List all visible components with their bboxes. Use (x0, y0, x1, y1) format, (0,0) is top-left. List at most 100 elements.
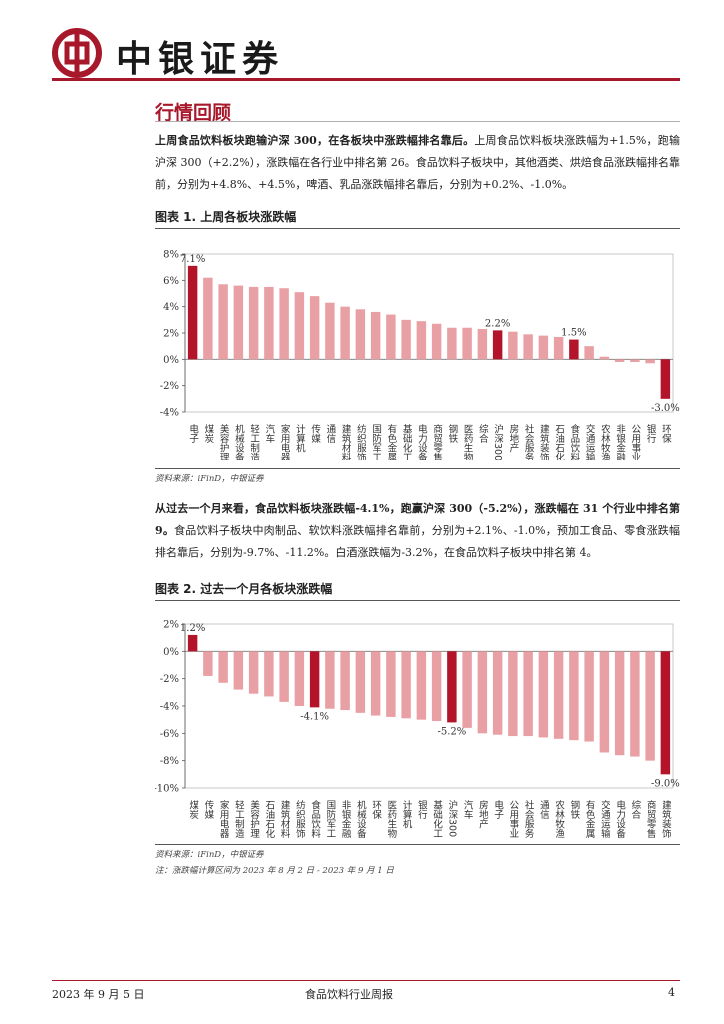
weekly-chart-category-label: 银行 (645, 423, 657, 444)
weekly-chart-category-label: 社会服务 (523, 423, 535, 460)
weekly-chart-category-label: 传媒 (309, 423, 321, 444)
section-title: 行情回顾 (155, 102, 232, 124)
weekly-chart-category-label: 非银金融 (614, 423, 626, 460)
monthly-chart-category-label: 电子 (492, 799, 504, 819)
monthly-chart-category-label: 食品饮料 (309, 799, 321, 839)
monthly-chart-category-label: 社会服务 (523, 799, 535, 839)
section-rule (155, 121, 680, 122)
weekly-chart-data-label: 7.1% (180, 254, 205, 265)
footer-page-number: 4 (668, 986, 675, 999)
weekly-chart-bar (340, 306, 350, 360)
weekly-chart-category-label: 家用电器 (279, 423, 291, 460)
monthly-chart-category-label: 房地产 (477, 799, 489, 829)
figure2-source: 资料来源：iFinD，中银证券 (155, 850, 264, 860)
monthly-chart-y-tick-label: 2% (163, 620, 179, 631)
monthly-chart-category-label: 电力设备 (614, 799, 626, 839)
monthly-chart-category-label: 家用电器 (218, 799, 230, 838)
figure2-top-rule (155, 600, 680, 601)
monthly-chart-bar (294, 651, 305, 706)
weekly-chart-category-label: 轻工制造 (248, 423, 260, 460)
weekly-chart-bar (614, 359, 625, 362)
monthly-chart-category-label: 传媒 (202, 799, 214, 820)
weekly-sector-chart: -4% -2% 0% 2% 4% 6% 8% 电子 7.1% 煤炭 美容护理 机械设备 轻工制造 汽车 家用… (155, 238, 680, 461)
weekly-chart-category-label: 综合 (477, 423, 489, 444)
monthly-chart-category-label: 轻工制造 (233, 799, 245, 839)
weekly-chart-category-label: 国防军工 (370, 424, 382, 460)
weekly-chart-data-label: 2.2% (485, 318, 510, 329)
figure2-title: 图表 2. 过去一个月各板块涨跌幅 (155, 582, 333, 596)
weekly-chart-y-tick-label: 8% (163, 250, 179, 261)
paragraph-monthly: 从过去一个月来看，食品饮料板块涨跌幅-4.1%，跑赢沪深 300（-5.2%），… (155, 498, 680, 564)
weekly-chart-data-label: -3.0% (651, 403, 680, 414)
weekly-chart-y-tick-label: -4% (160, 408, 179, 419)
monthly-chart-category-label: 机械设备 (355, 799, 367, 839)
weekly-chart-bar (569, 339, 579, 360)
monthly-chart-category-label: 钢铁 (568, 799, 580, 820)
monthly-chart-data-label: 1.2% (180, 623, 205, 634)
figure1-title: 图表 1. 上周各板块涨跌幅 (155, 210, 297, 224)
monthly-chart-category-label: 有色金属 (584, 799, 596, 839)
weekly-chart-category-label: 医药生物 (462, 424, 474, 460)
monthly-chart-bar (462, 651, 472, 728)
monthly-chart-y-tick-label: -8% (160, 756, 179, 767)
monthly-chart-category-label: 计算机 (401, 799, 413, 829)
monthly-chart-category-label: 公用事业 (507, 800, 519, 838)
footer-report-title: 食品饮料行业周报 (305, 988, 393, 1001)
monthly-chart-bar (279, 651, 289, 702)
monthly-chart-category-label: 基础化工 (431, 799, 443, 838)
monthly-chart-category-label: 煤炭 (187, 799, 199, 820)
weekly-chart-y-tick-label: 6% (163, 276, 179, 287)
monthly-chart-bar (264, 651, 274, 697)
weekly-chart-bar (401, 319, 411, 360)
monthly-chart-category-label: 通信 (538, 800, 550, 820)
weekly-chart-category-label: 机械设备 (233, 423, 245, 460)
weekly-chart-category-label: 环保 (660, 424, 672, 444)
monthly-chart-category-label: 交通运输 (599, 799, 611, 839)
weekly-chart-bar (523, 334, 533, 360)
weekly-chart-category-label: 钢铁 (446, 423, 458, 444)
paragraph-monthly-body: 食品饮料子板块中肉制品、软饮料涨跌幅排名靠前，分别为+2.1%、-1.0%，预加… (155, 524, 680, 559)
weekly-chart-bar (233, 285, 244, 360)
brand-name: 中银证券 (116, 39, 285, 80)
monthly-chart-bar (553, 651, 564, 739)
monthly-chart-bar (660, 651, 671, 775)
monthly-chart-category-label: 汽车 (462, 799, 474, 820)
figure2-note: 注：涨跌幅计算区间为 2023 年 8 月 2 日 - 2023 年 9 月 1… (155, 866, 394, 876)
weekly-chart-bar (477, 329, 488, 360)
weekly-sector-chart-svg: -4% -2% 0% 2% 4% 6% 8% 电子 7.1% 煤炭 美容护理 机械设备 轻工制造 汽车 家用… (160, 250, 680, 461)
monthly-chart-category-label: 美容护理 (248, 799, 260, 838)
weekly-chart-bar (462, 327, 472, 360)
weekly-chart-bar (630, 359, 640, 362)
monthly-chart-data-label: -4.1% (300, 711, 329, 722)
bank-of-china-logo (52, 28, 102, 78)
weekly-chart-bar (538, 335, 549, 360)
weekly-chart-bar (599, 356, 610, 360)
monthly-chart-category-label: 非银金融 (340, 799, 352, 839)
weekly-chart-category-label: 电力设备 (416, 423, 428, 460)
monthly-chart-category-label: 纺织服饰 (294, 799, 306, 839)
monthly-chart-bar (645, 651, 655, 761)
weekly-chart-category-label: 基础化工 (401, 423, 413, 460)
monthly-chart-bar (492, 651, 503, 735)
monthly-chart-category-label: 沪深300 (446, 799, 458, 837)
paragraph-monthly-lead: 从过去一个月来看，食品饮料板块涨跌幅-4.1%，跑赢沪深 300（-5.2%），… (155, 502, 680, 537)
monthly-chart-bar (325, 651, 335, 709)
weekly-chart-category-label: 计算机 (294, 423, 306, 453)
weekly-chart-category-label: 商贸零售 (431, 423, 443, 460)
monthly-chart-bar (203, 651, 213, 676)
monthly-chart-category-label: 农林牧渔 (553, 799, 565, 838)
weekly-chart-category-label: 石油石化 (553, 424, 565, 460)
paragraph-weekly: 上周食品饮料板块跑输沪深 300，在各板块中涨跌幅排名靠后。上周食品饮料板块涨跌… (155, 130, 680, 196)
weekly-chart-bar (294, 292, 305, 360)
weekly-chart-bar (584, 346, 594, 360)
monthly-chart-bar (584, 651, 594, 742)
monthly-chart-bar (477, 651, 488, 734)
weekly-chart-category-label: 通信 (324, 424, 336, 444)
monthly-chart-bar (309, 651, 320, 708)
weekly-chart-y-tick-label: -2% (160, 381, 179, 392)
monthly-chart-category-label: 国防军工 (324, 800, 336, 838)
monthly-chart-bar (569, 651, 579, 741)
monthly-chart-category-label: 石油石化 (263, 800, 275, 839)
weekly-chart-bar (218, 284, 228, 360)
figure1-bottom-rule (155, 468, 680, 469)
